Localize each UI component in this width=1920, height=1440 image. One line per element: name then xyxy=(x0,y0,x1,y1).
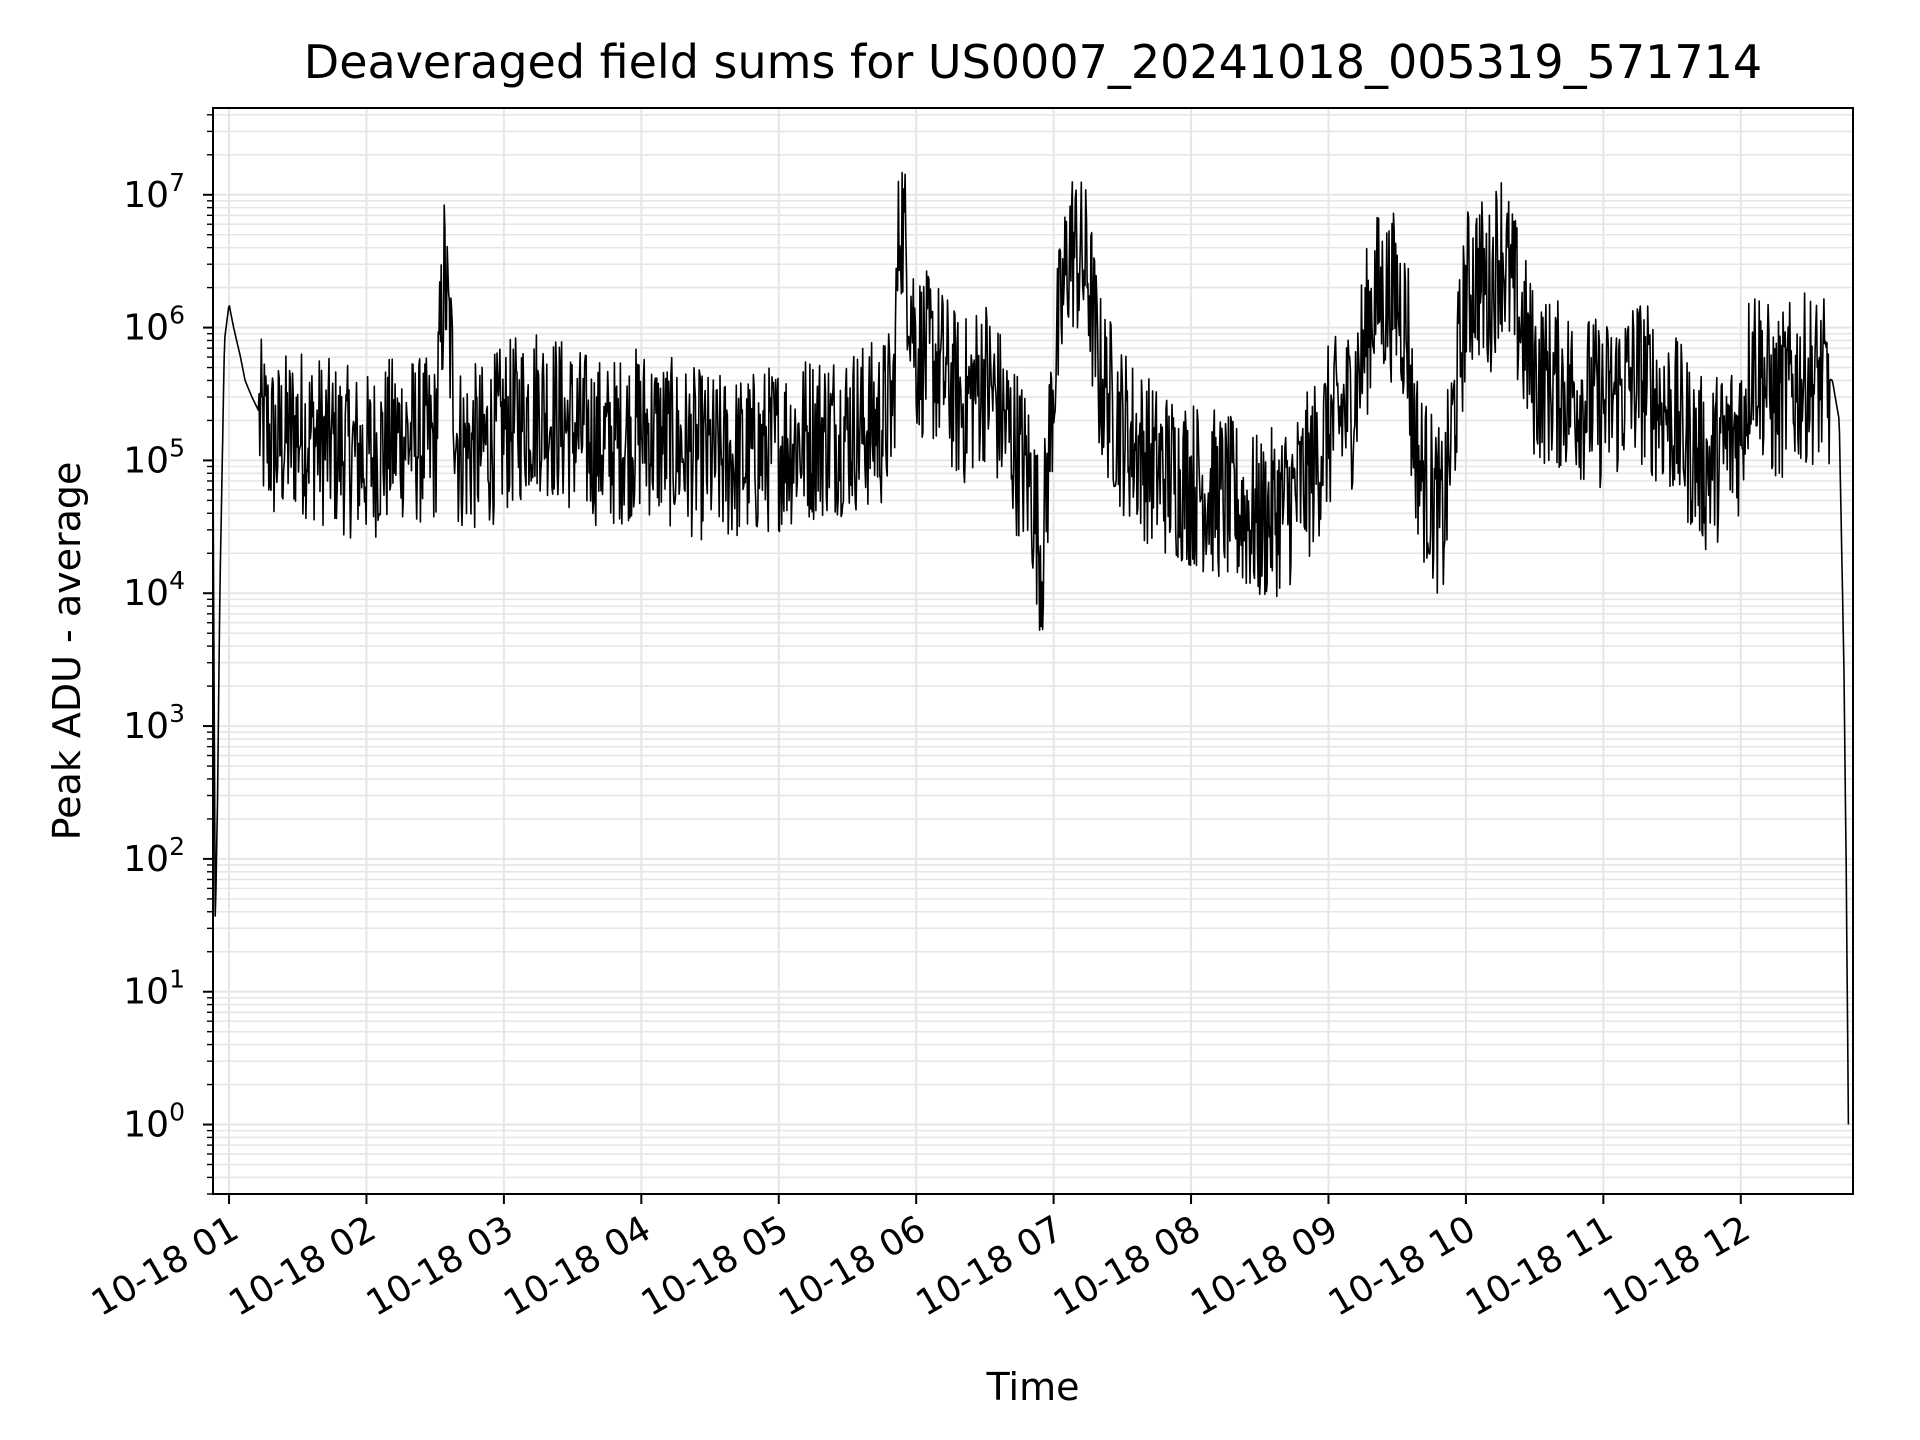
y-axis-label: Peak ADU - average xyxy=(45,462,89,841)
y-tick-label: 105 xyxy=(123,433,185,481)
y-tick-label: 104 xyxy=(123,566,185,614)
y-tick-label: 107 xyxy=(123,168,185,216)
grid-lines xyxy=(213,108,1853,1195)
x-axis-label: Time xyxy=(986,1365,1080,1409)
y-tick-label: 102 xyxy=(123,832,185,880)
y-tick-label: 103 xyxy=(123,699,185,747)
y-tick-label: 100 xyxy=(123,1098,185,1146)
plot-area-frame xyxy=(212,107,1854,1195)
y-tick-label: 101 xyxy=(123,965,185,1013)
series-line xyxy=(212,171,1850,1125)
chart-title: Deaveraged field sums for US0007_2024101… xyxy=(304,35,1762,89)
y-tick-label: 106 xyxy=(123,301,185,349)
